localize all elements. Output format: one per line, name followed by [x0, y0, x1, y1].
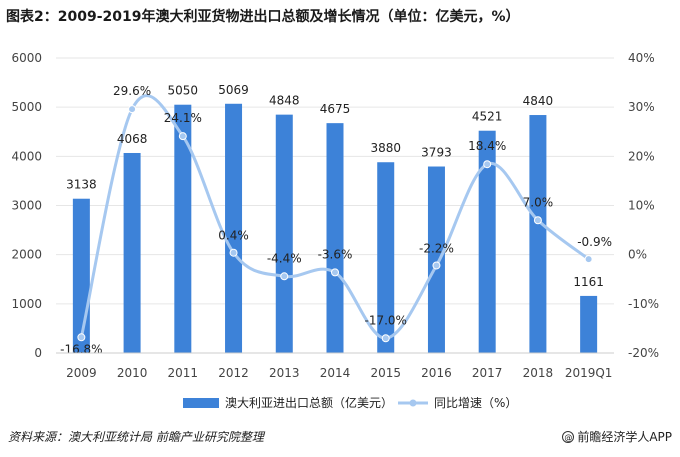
x-axis: 2009 2010 2011 2012 2013 2014 2015 2016 2017 2018…: [56, 352, 614, 380]
y-left-tick-label: 5000: [11, 100, 42, 114]
y-right-tick-label: 20%: [628, 149, 655, 163]
legend-line-label: 同比增速（%）: [434, 396, 517, 410]
brand-credit: @ 前瞻经济学人APP: [562, 428, 672, 445]
line-point: [584, 255, 593, 264]
line-value-label: -17.0%: [365, 313, 407, 327]
line-value-label: -0.9%: [577, 235, 612, 249]
line-series: [77, 94, 593, 343]
at-icon: @: [562, 430, 575, 443]
bar-value-label: 4068: [117, 132, 148, 146]
y-right-tick-label: 40%: [628, 51, 655, 65]
source-note: 资料来源：澳大利亚统计局 前瞻产业研究院整理: [8, 430, 264, 444]
x-tick-label: 2010: [117, 366, 148, 380]
bar: [427, 166, 445, 353]
y-right-tick-label: 10%: [628, 199, 655, 213]
y-left-tick-label: 4000: [11, 149, 42, 163]
bar-value-label: 4840: [523, 94, 554, 108]
y-axis-right: -20% -10% 0% 10% 20% 30% 40%: [628, 51, 659, 360]
legend-bar-swatch: [183, 398, 219, 408]
line-point: [178, 132, 187, 141]
bar-value-label: 3880: [370, 141, 401, 155]
line-point: [381, 334, 390, 343]
bar-value-label: 3138: [66, 178, 97, 192]
x-tick-label: 2014: [320, 366, 351, 380]
line-value-label: 24.1%: [164, 111, 202, 125]
line-value-label: 18.4%: [468, 139, 506, 153]
y-right-tick-label: 0%: [628, 248, 647, 262]
line-value-label: -4.4%: [267, 251, 302, 265]
line-point: [229, 248, 238, 257]
bar-value-label: 1161: [573, 275, 604, 289]
y-axis-left: 0 1000 2000 3000 4000 5000 6000: [11, 51, 42, 360]
x-tick-label: 2015: [370, 366, 401, 380]
legend: 澳大利亚进出口总额（亿美元） 同比增速（%）: [183, 395, 517, 410]
bar-series: [72, 103, 598, 354]
bar: [377, 162, 395, 353]
line-point: [533, 216, 542, 225]
y-right-tick-label: -20%: [628, 346, 659, 360]
line-point: [128, 105, 137, 114]
line-point: [77, 333, 86, 342]
bar-value-label: 3793: [421, 146, 452, 160]
x-tick-label: 2019Q1: [565, 366, 613, 380]
bar: [478, 130, 496, 353]
line-value-label: 7.0%: [523, 195, 554, 209]
y-left-tick-label: 2000: [11, 248, 42, 262]
y-left-tick-label: 1000: [11, 297, 42, 311]
brand-text: 前瞻经济学人APP: [577, 430, 672, 444]
line-point: [280, 272, 289, 281]
line-point: [483, 160, 492, 169]
bar: [72, 198, 90, 353]
x-tick-label: 2017: [472, 366, 503, 380]
x-tick-label: 2011: [168, 366, 199, 380]
bar-value-label: 4521: [472, 110, 503, 124]
line-value-label: -2.2%: [419, 241, 454, 255]
bar: [174, 104, 192, 353]
line-point: [432, 261, 441, 270]
bar: [123, 152, 141, 353]
bar: [275, 114, 293, 353]
x-tick-label: 2009: [66, 366, 97, 380]
bar-value-label: 4848: [269, 94, 300, 108]
y-left-tick-label: 0: [34, 346, 42, 360]
x-tick-label: 2018: [523, 366, 554, 380]
growth-line: [79, 94, 590, 340]
legend-line-marker: [409, 399, 417, 407]
bar: [225, 103, 243, 353]
bar: [529, 115, 547, 354]
line-value-label: 0.4%: [218, 229, 249, 243]
bar-value-label: 5050: [168, 84, 199, 98]
data-labels: 3138 4068 5050 5069 4848 4675 3880 3793 4521 4840…: [60, 83, 612, 356]
x-tick-label: 2016: [421, 366, 452, 380]
y-left-tick-label: 6000: [11, 51, 42, 65]
x-tick-label: 2013: [269, 366, 300, 380]
bar-value-label: 4675: [320, 102, 351, 116]
y-right-tick-label: -10%: [628, 297, 659, 311]
line-value-label: -16.8%: [60, 342, 102, 356]
line-point: [331, 268, 339, 277]
line-value-label: -3.6%: [318, 247, 353, 261]
legend-bar-label: 澳大利亚进出口总额（亿美元）: [225, 395, 393, 410]
bar: [580, 295, 598, 353]
x-tick-label: 2012: [218, 366, 249, 380]
y-right-tick-label: 30%: [628, 100, 655, 114]
bar: [326, 123, 344, 353]
y-left-tick-label: 3000: [11, 199, 42, 213]
bar-value-label: 5069: [218, 83, 249, 97]
chart-title: 图表2：2009-2019年澳大利亚货物进出口总额及增长情况（单位：亿美元，%）: [6, 9, 520, 25]
line-value-label: 29.6%: [113, 84, 151, 98]
